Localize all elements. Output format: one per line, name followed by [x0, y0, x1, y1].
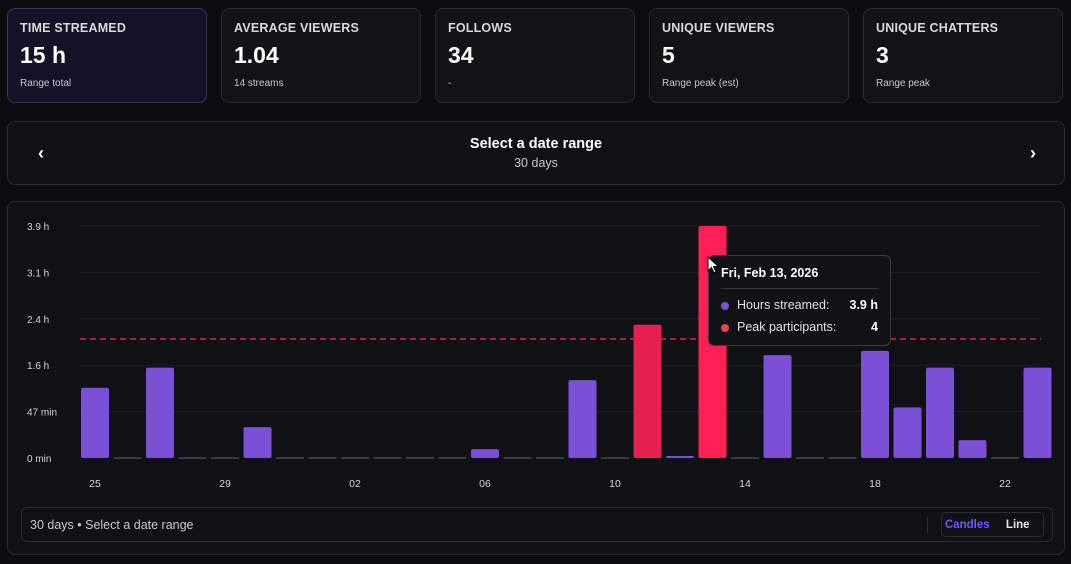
- bar-empty: [341, 457, 369, 459]
- bar-empty: [601, 457, 629, 459]
- x-tick-label: 14: [739, 478, 751, 490]
- tooltip-row-participants: Peak participants: 4: [721, 320, 878, 336]
- bar-empty: [178, 457, 207, 459]
- range-subtitle: 30 days: [514, 156, 558, 170]
- bar-empty: [113, 457, 142, 459]
- bar-empty: [211, 457, 239, 459]
- bar-empty: [796, 457, 824, 459]
- stat-card-follows[interactable]: FOLLOWS 34 -: [435, 8, 635, 103]
- stat-value: 1.04: [234, 42, 279, 68]
- stat-sub: Range total: [20, 78, 72, 89]
- bar: [471, 449, 499, 458]
- range-title[interactable]: Select a date range: [469, 136, 603, 152]
- stat-sub: 14 streams: [234, 78, 284, 89]
- tooltip-value: 3.9 h: [849, 298, 879, 312]
- bar-empty: [438, 457, 467, 459]
- bar: [81, 387, 109, 458]
- tooltip-label: Hours streamed:: [737, 298, 830, 312]
- x-tick-label: 10: [609, 478, 621, 490]
- bar-empty: [373, 457, 402, 459]
- stat-label: FOLLOWS: [448, 21, 512, 35]
- stat-label: UNIQUE CHATTERS: [876, 21, 999, 35]
- date-range-selector: ‹ Select a date range 30 days ›: [7, 121, 1065, 185]
- stat-card-average-viewers[interactable]: AVERAGE VIEWERS 1.04 14 streams: [221, 8, 421, 103]
- tooltip-value: 4: [871, 320, 878, 334]
- bar: [861, 350, 889, 458]
- bar: [568, 380, 597, 458]
- y-tick-label: 2.4 h: [27, 315, 49, 326]
- bar-empty: [828, 457, 857, 459]
- bar-empty: [991, 457, 1019, 459]
- bar: [958, 440, 987, 458]
- bar-empty: [536, 457, 564, 459]
- stat-card-unique-viewers[interactable]: UNIQUE VIEWERS 5 Range peak (est): [649, 8, 849, 103]
- chart-footer: 30 days • Select a date range Candles Li…: [21, 507, 1053, 542]
- y-tick-label: 1.6 h: [27, 361, 49, 372]
- toggle-line-button[interactable]: Line: [1005, 518, 1030, 531]
- bar: [893, 407, 922, 458]
- y-tick-label: 3.1 h: [27, 268, 49, 279]
- bar: [146, 367, 174, 458]
- y-tick-label: 3.9 h: [27, 222, 49, 233]
- stat-label: AVERAGE VIEWERS: [234, 21, 360, 35]
- bar-chart: 0 min 47 min 1.6 h 2.4 h 3.1 h 3.9 h 25 29 02 06 1…: [27, 222, 1052, 490]
- y-tick-label: 0 min: [27, 454, 51, 465]
- bar-empty: [308, 457, 337, 459]
- tooltip-label: Peak participants:: [737, 320, 837, 334]
- bar: [666, 456, 694, 458]
- x-tick-label: 29: [219, 478, 231, 490]
- stat-value: 15 h: [20, 42, 67, 68]
- stat-label: UNIQUE VIEWERS: [662, 21, 775, 35]
- bar: [763, 355, 792, 458]
- footer-divider: [927, 517, 928, 533]
- stat-value: 5: [662, 42, 675, 68]
- bar: [243, 427, 272, 458]
- tooltip-divider: [721, 288, 878, 289]
- chart-card: 0 min 47 min 1.6 h 2.4 h 3.1 h 3.9 h 25 29 02 06 1…: [7, 201, 1065, 555]
- chevron-right-icon[interactable]: ›: [1030, 142, 1036, 163]
- stats-row: TIME STREAMED 15 h Range total AVERAGE V…: [7, 8, 1065, 105]
- x-tick-label: 25: [89, 478, 101, 490]
- stat-value: 3: [876, 42, 889, 68]
- bar: [926, 367, 954, 458]
- tooltip-dot: [721, 302, 729, 310]
- bar-empty: [731, 457, 759, 459]
- stat-card-unique-chatters[interactable]: UNIQUE CHATTERS 3 Range peak: [863, 8, 1063, 103]
- tooltip-date: Fri, Feb 13, 2026: [721, 266, 819, 280]
- bar-empty: [503, 457, 532, 459]
- toggle-candles-button[interactable]: Candles: [944, 518, 990, 531]
- bar-empty: [406, 457, 434, 459]
- x-tick-label: 18: [869, 478, 881, 490]
- stat-label: TIME STREAMED: [20, 21, 127, 35]
- bar: [1023, 367, 1052, 458]
- stat-card-time-streamed[interactable]: TIME STREAMED 15 h Range total: [7, 8, 207, 103]
- chart-tooltip: Fri, Feb 13, 2026 Hours streamed: 3.9 h …: [708, 255, 891, 346]
- chevron-left-icon[interactable]: ‹: [38, 142, 44, 163]
- bar: [633, 324, 662, 458]
- bar-empty: [276, 457, 304, 459]
- stat-value: 34: [448, 42, 474, 68]
- x-tick-label: 22: [999, 478, 1011, 490]
- y-tick-label: 47 min: [27, 408, 57, 419]
- x-tick-label: 06: [479, 478, 491, 490]
- stat-sub: -: [448, 78, 452, 89]
- stat-sub: Range peak (est): [662, 78, 739, 89]
- footer-summary: 30 days • Select a date range: [30, 518, 194, 532]
- chart-type-toggle: Candles Line: [941, 512, 1044, 537]
- tooltip-dot: [721, 324, 729, 332]
- stat-sub: Range peak: [876, 78, 930, 89]
- tooltip-row-hours: Hours streamed: 3.9 h: [721, 298, 878, 314]
- x-tick-label: 02: [349, 478, 361, 490]
- mouse-cursor-icon: [707, 256, 720, 274]
